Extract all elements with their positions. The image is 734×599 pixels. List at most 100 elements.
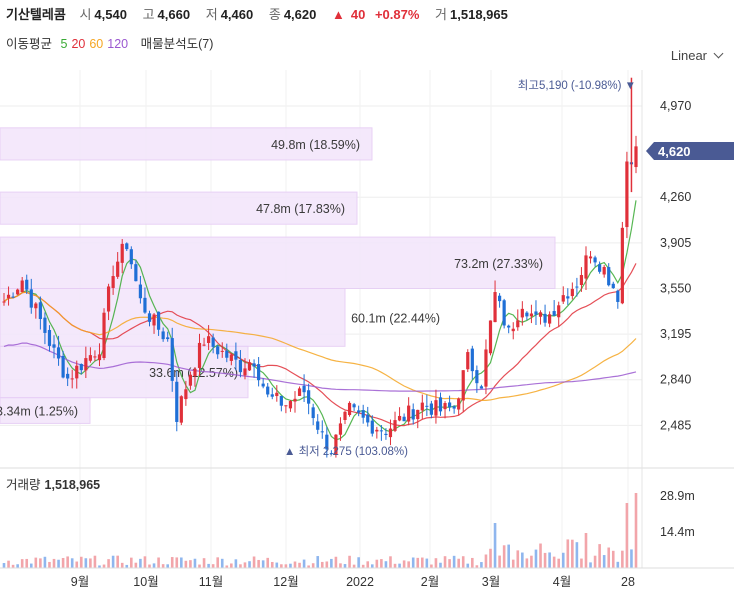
candle-body <box>207 336 211 343</box>
volume-bar <box>48 561 51 568</box>
candle-body <box>584 255 588 279</box>
volume-bar <box>334 556 338 568</box>
candle-body <box>475 370 479 384</box>
candle-body <box>66 373 70 379</box>
volume-bar <box>66 556 69 568</box>
high-marker-label: 최고5,190 (-10.98%) ▼ <box>518 79 636 92</box>
candle-body <box>143 297 147 313</box>
volume-bar <box>339 563 342 568</box>
volume-bar <box>307 565 310 568</box>
indicator-legend[interactable]: 이동평균 5 20 60 120 매물분석도(7) <box>6 33 218 52</box>
volume-bar <box>116 555 119 568</box>
volume-bar <box>61 557 65 568</box>
volume-bar <box>275 562 279 568</box>
volume-profile-bar <box>0 191 358 225</box>
close-price: 종 4,620 <box>268 7 317 22</box>
low-marker-label: ▲ 최저 2,275 (103.08%) <box>284 445 408 458</box>
volume-profile-label: 49.8m (18.59%) <box>271 138 360 152</box>
candle-body <box>493 292 497 323</box>
volume-bar <box>448 559 451 568</box>
candle-body <box>129 249 133 265</box>
candle-body <box>47 329 52 346</box>
volume-bar <box>611 550 615 568</box>
candle-body <box>20 280 24 292</box>
volume-value: 1,518,965 <box>44 478 101 492</box>
volume-bar <box>593 555 597 568</box>
volume-bar <box>625 503 629 568</box>
candle-body <box>284 405 288 407</box>
candle-body <box>102 312 106 359</box>
volume-tick-label: 28.9m <box>660 489 695 503</box>
candle-body <box>138 284 143 299</box>
volume-bar <box>480 562 483 568</box>
candle-body <box>97 354 102 361</box>
candle-body <box>352 404 356 408</box>
candle-body <box>225 350 229 358</box>
candle-body <box>38 302 42 320</box>
candle-body <box>548 314 552 324</box>
volume-bars <box>2 493 638 568</box>
candle-body <box>179 396 183 423</box>
current-price-tag <box>646 141 734 160</box>
candle-body <box>393 420 397 431</box>
y-tick-label: 3,905 <box>660 236 691 250</box>
volume-bar <box>7 560 10 568</box>
candle-body <box>470 348 474 372</box>
low-price: 저 4,460 <box>205 7 254 22</box>
volume-bar <box>220 558 224 568</box>
volume-bar <box>452 555 456 568</box>
markers: 4,620 최고5,190 (-10.98%) ▼ ▲ 최저 2,275 (103.… <box>284 79 734 458</box>
volume-tick-label: 14.4m <box>660 525 695 539</box>
volume-bar <box>471 557 474 568</box>
trade-volume: 거 1,518,965 <box>435 7 508 22</box>
volume-bar <box>316 556 320 568</box>
volume-bar <box>111 555 115 568</box>
ma-period-5: 5 <box>60 37 68 51</box>
volume-bar <box>248 561 251 568</box>
candle-body <box>611 283 615 289</box>
volume-bar <box>516 550 520 568</box>
candle-body <box>529 313 534 317</box>
candle-body <box>379 430 383 432</box>
candle-body <box>602 266 606 275</box>
candle-body <box>2 301 6 303</box>
volume-bar <box>198 564 201 568</box>
candle-body <box>484 349 488 387</box>
candle-body <box>334 434 338 455</box>
volume-bar <box>134 562 138 568</box>
volume-profile-bar <box>0 236 556 289</box>
candle-body <box>247 362 252 371</box>
volume-bar <box>584 533 588 568</box>
candle-body <box>329 453 333 455</box>
candle-body <box>525 312 529 317</box>
candle-body <box>152 314 156 326</box>
candle-body <box>447 402 452 408</box>
candle-body <box>384 433 388 435</box>
volume-bar <box>357 557 360 568</box>
volume-profile-label: 3.34m (1.25%) <box>0 405 78 419</box>
volume-bar <box>630 549 633 568</box>
candle-body <box>297 388 302 396</box>
volume-bar <box>202 558 206 568</box>
volume-bar <box>461 556 465 568</box>
volume-bar <box>261 560 265 568</box>
candle-body <box>111 276 115 288</box>
volume-bar <box>166 564 169 568</box>
volume-bar <box>93 555 97 568</box>
candle-body <box>266 386 270 395</box>
volume-bar <box>102 564 106 568</box>
ma-period-120: 120 <box>107 37 129 51</box>
volume-bar <box>411 557 415 568</box>
volume-bar <box>207 563 210 568</box>
volume-bar <box>402 560 406 568</box>
volume-bar <box>421 557 424 568</box>
volume-bar <box>539 543 542 568</box>
volume-bar <box>320 561 324 568</box>
candle-body <box>497 295 502 302</box>
volume-bar <box>302 559 306 568</box>
candle-body <box>466 352 470 370</box>
scale-selector[interactable]: Linear <box>671 48 724 63</box>
volume-bar <box>607 547 611 568</box>
candle-body <box>175 381 179 422</box>
